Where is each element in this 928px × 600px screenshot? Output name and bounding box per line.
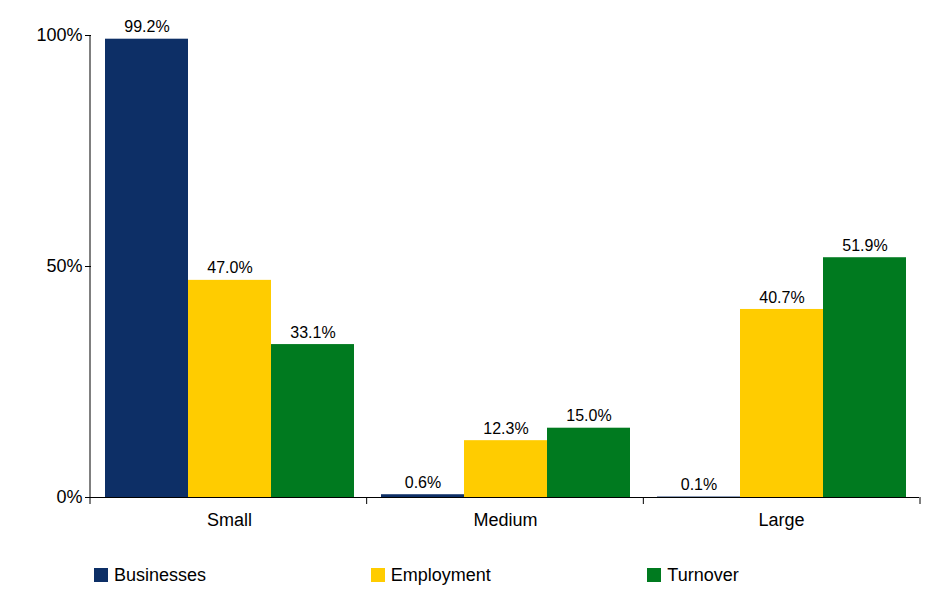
html-text:Businesses: Businesses — [114, 564, 207, 585]
svg-text:0.1%: 0.1% — [681, 476, 717, 493]
svg-text:15.0%: 15.0% — [566, 407, 611, 424]
html-text:Turnover: Turnover — [667, 564, 739, 585]
svg-text:Large: Large — [758, 510, 804, 530]
svg-text:33.1%: 33.1% — [290, 324, 335, 341]
svg-text:100%: 100% — [36, 25, 82, 45]
svg-text:Small: Small — [207, 510, 252, 530]
svg-text:47.0%: 47.0% — [207, 259, 252, 276]
svg-text:50%: 50% — [46, 256, 82, 276]
svg-text:40.7%: 40.7% — [759, 289, 804, 306]
svg-text:51.9%: 51.9% — [842, 237, 887, 254]
svg-text:0%: 0% — [56, 487, 82, 507]
svg-text:0.6%: 0.6% — [405, 474, 441, 491]
html-text:Employment: Employment — [390, 564, 491, 585]
svg-text:Medium: Medium — [473, 510, 537, 530]
svg-text:99.2%: 99.2% — [124, 18, 169, 35]
svg-text:12.3%: 12.3% — [483, 420, 528, 437]
